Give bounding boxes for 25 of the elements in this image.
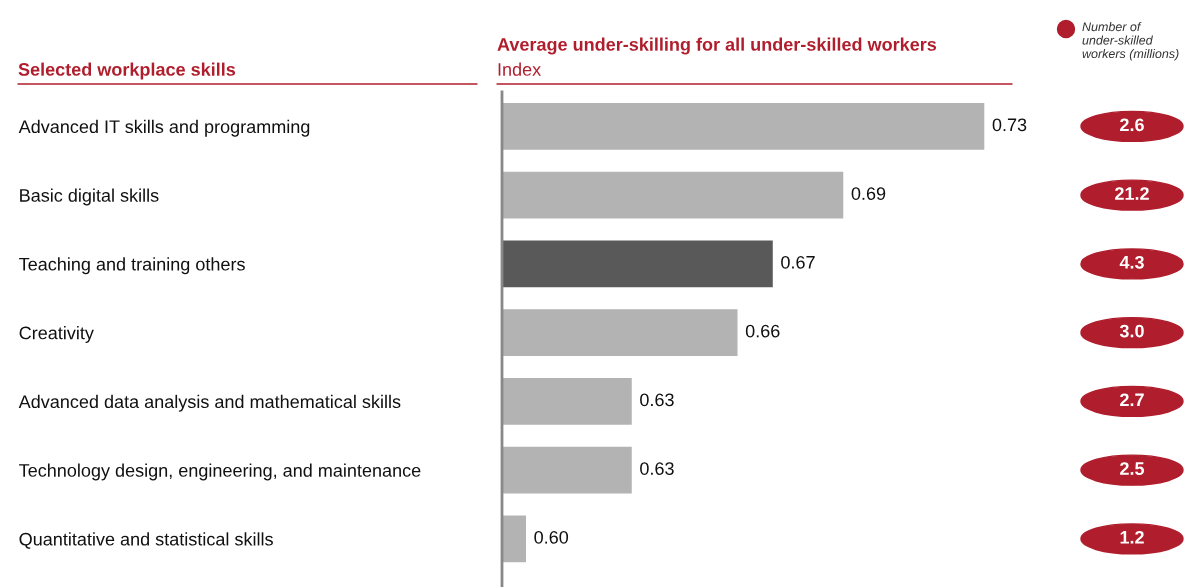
data-label: 0.67 <box>781 255 815 269</box>
chart-subtitle: Index <box>498 62 541 76</box>
text: 21.2 <box>1115 187 1149 200</box>
text: 4.3 <box>1119 255 1144 269</box>
y-tick-label: Quantitative and statistical skills <box>19 532 273 549</box>
text: 2.5 <box>1120 462 1145 475</box>
y-tick-label: Teaching and training others <box>19 257 245 275</box>
chart-title: Average under-skilling for all under-skilled workers <box>497 37 937 55</box>
y-tick-label: Advanced data analysis and mathematical skills <box>18 394 401 412</box>
y-tick-label: Creativity <box>19 326 94 343</box>
data-label: 0.73 <box>992 118 1027 132</box>
y-tick-label: Advanced IT skills and programming <box>18 119 310 137</box>
text: 2.7 <box>1120 393 1144 407</box>
text: Number of under-skilled workers (millions) <box>1082 22 1179 61</box>
data-label: 0.60 <box>534 530 569 544</box>
data-label: 0.69 <box>851 187 886 200</box>
y-axis-title: Selected workplace skills <box>18 62 236 80</box>
text: 3.0 <box>1119 324 1144 338</box>
text: 1.2 <box>1120 530 1144 544</box>
data-label: 0.66 <box>745 324 780 338</box>
y-tick-label: Technology design, engineering, and maintenance <box>19 463 421 481</box>
text: 2.6 <box>1120 118 1144 132</box>
data-label: 0.63 <box>640 393 674 407</box>
data-label: 0.63 <box>640 462 674 475</box>
y-tick-label: Basic digital skills <box>20 188 159 206</box>
